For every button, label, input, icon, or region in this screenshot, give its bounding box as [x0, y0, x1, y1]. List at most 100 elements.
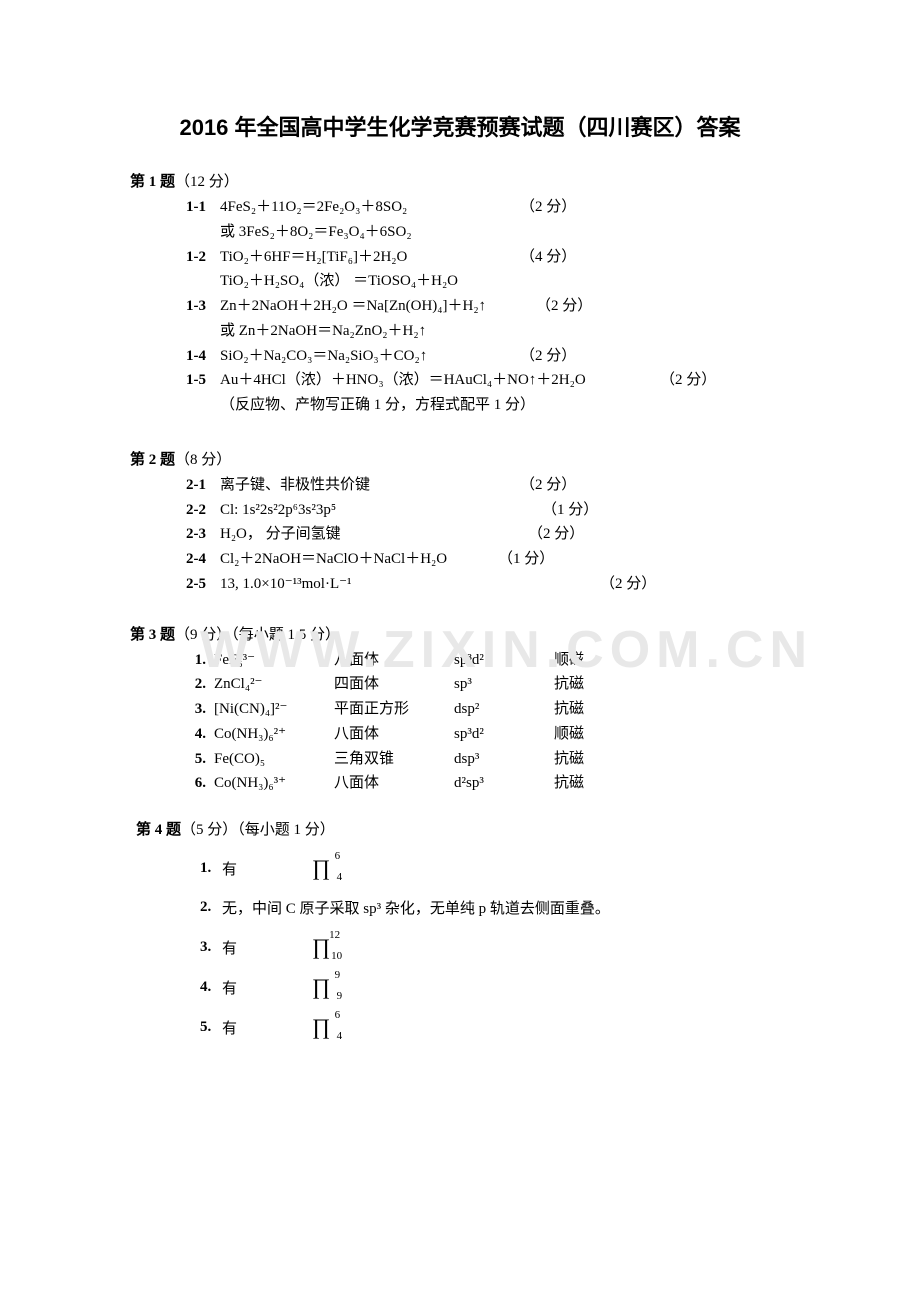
- q4-answer: 无，中间 C 原子采取 sp³ 杂化，无单纯 p 轨道去侧面重叠。: [222, 897, 610, 918]
- q3-cell: 3.: [186, 697, 214, 722]
- q3-table: 1.FeF₆³⁻八面体sp³d²顺磁2.ZnCl₄²⁻四面体sp³抗磁3.[Ni…: [186, 648, 614, 797]
- q2-item-num: 2-2: [186, 498, 220, 523]
- q4-item: 2.无，中间 C 原子采取 sp³ 杂化，无单纯 p 轨道去侧面重叠。: [200, 897, 790, 918]
- q3-cell: 2.: [186, 672, 214, 697]
- q4-answer: 有: [222, 937, 312, 958]
- q3-cell: Fe(CO)₅: [214, 747, 334, 772]
- q2-score: （1 分）: [542, 498, 598, 523]
- q2-score: （2 分）: [520, 473, 576, 498]
- q4-item: 4.有∏99: [200, 976, 790, 998]
- q1-equation: SiO₂＋Na₂CO₃＝Na₂SiO₃＋CO₂↑: [220, 344, 520, 369]
- q4-item-num: 5.: [200, 1019, 222, 1036]
- pi-superscript: 9: [335, 970, 341, 981]
- q1-label: 第 1 题: [130, 174, 175, 190]
- q1-item-num: 1-1: [186, 195, 220, 220]
- q1-equation: Zn＋2NaOH＋2H₂O ＝Na[Zn(OH)₄]＋H₂↑: [220, 294, 536, 319]
- q3-cell: 抗磁: [554, 672, 614, 697]
- q3-cell: Co(NH₃)₆³⁺: [214, 771, 334, 796]
- table-row: 3.[Ni(CN)₄]²⁻平面正方形dsp²抗磁: [186, 697, 614, 722]
- q3-label: 第 3 题: [130, 627, 175, 643]
- q4-answer: 有: [222, 977, 312, 998]
- q1-item-body: Au＋4HCl（浓）＋HNO₃（浓）＝HAuCl₄＋NO↑＋2H₂O（2 分）: [220, 368, 790, 393]
- q4-label: 第 4 题: [136, 822, 181, 838]
- q1-item-cont: 或 Zn＋2NaOH＝Na₂ZnO₂＋H₂↑: [186, 319, 790, 344]
- q3-cell: 八面体: [334, 648, 454, 673]
- document-page: 2016 年全国高中学生化学竞赛预赛试题（四川赛区）答案 第 1 题（12 分）…: [0, 0, 920, 1038]
- q2-score: （1 分）: [498, 547, 554, 572]
- q3-cell: 抗磁: [554, 697, 614, 722]
- q2-item: 2-2Cl: 1s²2s²2p⁶3s²3p⁵（1 分）: [186, 498, 790, 523]
- q3-cell: 四面体: [334, 672, 454, 697]
- q3-cell: [Ni(CN)₄]²⁻: [214, 697, 334, 722]
- q3-cell: 顺磁: [554, 722, 614, 747]
- pi-subscript: 9: [337, 991, 343, 1002]
- q3-cell: 三角双锥: [334, 747, 454, 772]
- pi-subscript: 4: [337, 1031, 343, 1042]
- q2-item: 2-4Cl₂＋2NaOH＝NaClO＋NaCl＋H₂O（1 分）: [186, 547, 790, 572]
- q2-item-num: 2-1: [186, 473, 220, 498]
- q3-cell: sp³d²: [454, 648, 554, 673]
- q3-cell: 八面体: [334, 771, 454, 796]
- pi-subscript: 10: [331, 951, 342, 962]
- pi-bond-symbol: ∏64: [312, 1016, 330, 1038]
- q3-cell: 4.: [186, 722, 214, 747]
- q2-label: 第 2 题: [130, 452, 175, 468]
- q1-item-num: 1-4: [186, 344, 220, 369]
- spacer: [186, 269, 220, 294]
- q3-cell: d²sp³: [454, 771, 554, 796]
- q1-item: 1-2TiO₂＋6HF＝H₂[TiF₆]＋2H₂O（4 分）: [186, 245, 790, 270]
- q2-item: 2-513, 1.0×10⁻¹³mol·L⁻¹（2 分）: [186, 572, 790, 597]
- q1-item: 1-14FeS₂＋11O₂＝2Fe₂O₃＋8SO₂（2 分）: [186, 195, 790, 220]
- q4-item: 5.有∏64: [200, 1016, 790, 1038]
- table-row: 1.FeF₆³⁻八面体sp³d²顺磁: [186, 648, 614, 673]
- q3-cell: 6.: [186, 771, 214, 796]
- pi-superscript: 6: [335, 851, 341, 862]
- spacer: [186, 220, 220, 245]
- q3-points: （9 分）（每小题 1.5 分）: [175, 627, 340, 643]
- q3-cell: dsp³: [454, 747, 554, 772]
- q1-equation-alt: TiO₂＋H₂SO₄（浓） ＝TiOSO₄＋H₂O: [220, 269, 458, 294]
- q3-header: 第 3 题（9 分）（每小题 1.5 分）: [130, 623, 790, 644]
- q4-body: 1.有∏64 2.无，中间 C 原子采取 sp³ 杂化，无单纯 p 轨道去侧面重叠…: [130, 857, 790, 1038]
- q2-body: 2-1离子键、非极性共价键（2 分）2-2Cl: 1s²2s²2p⁶3s²3p⁵…: [130, 473, 790, 597]
- page-title: 2016 年全国高中学生化学竞赛预赛试题（四川赛区）答案: [130, 110, 790, 142]
- q1-equation: TiO₂＋6HF＝H₂[TiF₆]＋2H₂O: [220, 245, 520, 270]
- q3-cell: sp³: [454, 672, 554, 697]
- q2-answer: 13, 1.0×10⁻¹³mol·L⁻¹: [220, 572, 600, 597]
- table-row: 2.ZnCl₄²⁻四面体sp³抗磁: [186, 672, 614, 697]
- q4-header: 第 4 题（5 分）（每小题 1 分）: [130, 818, 790, 839]
- q1-item-cont: 或 3FeS₂＋8O₂＝Fe₃O₄＋6SO₂: [186, 220, 790, 245]
- q1-item: 1-3Zn＋2NaOH＋2H₂O ＝Na[Zn(OH)₄]＋H₂↑（2 分）: [186, 294, 790, 319]
- q2-header: 第 2 题（8 分）: [130, 448, 790, 469]
- spacer: [186, 393, 220, 418]
- table-row: 5.Fe(CO)₅三角双锥dsp³抗磁: [186, 747, 614, 772]
- q3-cell: 1.: [186, 648, 214, 673]
- q1-score: （4 分）: [520, 249, 576, 265]
- q2-score: （2 分）: [528, 522, 584, 547]
- q1-item-body: Zn＋2NaOH＋2H₂O ＝Na[Zn(OH)₄]＋H₂↑（2 分）: [220, 294, 790, 319]
- q4-item-num: 4.: [200, 979, 222, 996]
- q4-item: 1.有∏64: [200, 857, 790, 879]
- table-row: 6.Co(NH₃)₆³⁺八面体d²sp³抗磁: [186, 771, 614, 796]
- q4-item-num: 2.: [200, 899, 222, 916]
- q4-answer: 有: [222, 1017, 312, 1038]
- q1-equation: Au＋4HCl（浓）＋HNO₃（浓）＝HAuCl₄＋NO↑＋2H₂O: [220, 368, 660, 393]
- q3-body: 1.FeF₆³⁻八面体sp³d²顺磁2.ZnCl₄²⁻四面体sp³抗磁3.[Ni…: [130, 648, 790, 797]
- q2-answer: Cl₂＋2NaOH＝NaClO＋NaCl＋H₂O: [220, 547, 498, 572]
- q1-score: （2 分）: [520, 199, 576, 215]
- q2-item-num: 2-3: [186, 522, 220, 547]
- q2-points: （8 分）: [175, 452, 231, 468]
- q2-answer: Cl: 1s²2s²2p⁶3s²3p⁵: [220, 498, 542, 523]
- q1-equation-alt: 或 3FeS₂＋8O₂＝Fe₃O₄＋6SO₂: [220, 220, 412, 245]
- table-row: 4.Co(NH₃)₆²⁺八面体sp³d²顺磁: [186, 722, 614, 747]
- q3-cell: Co(NH₃)₆²⁺: [214, 722, 334, 747]
- q2-item: 2-1离子键、非极性共价键（2 分）: [186, 473, 790, 498]
- q1-item-num: 1-5: [186, 368, 220, 393]
- q1-points: （12 分）: [175, 174, 239, 190]
- q2-score: （2 分）: [600, 572, 656, 597]
- q1-item-body: SiO₂＋Na₂CO₃＝Na₂SiO₃＋CO₂↑（2 分）: [220, 344, 790, 369]
- q3-cell: 5.: [186, 747, 214, 772]
- q4-points: （5 分）（每小题 1 分）: [181, 822, 335, 838]
- q1-equation-alt: （反应物、产物写正确 1 分，方程式配平 1 分）: [220, 393, 535, 418]
- q4-answer: 有: [222, 858, 312, 879]
